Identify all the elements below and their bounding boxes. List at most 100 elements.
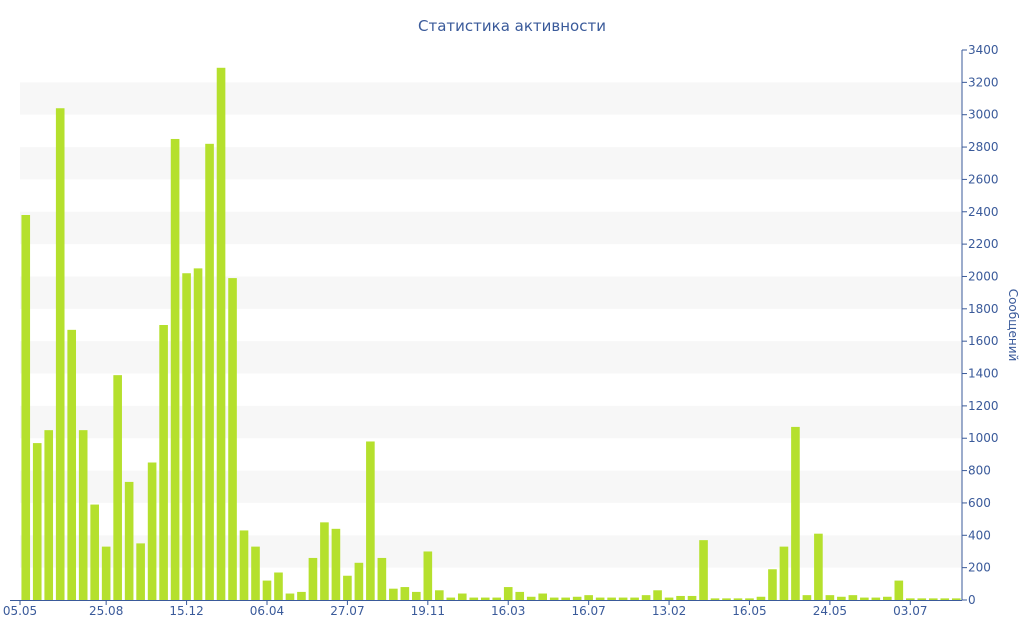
bar [101,546,111,600]
y-tick-label: 1600 [968,334,999,348]
x-tick-label: 06.04 [250,604,284,618]
bar [216,67,226,601]
bar [641,595,651,600]
bar [446,597,456,600]
bar [837,596,846,600]
x-tick-label: 24.05 [813,604,847,618]
bar [205,143,214,600]
y-tick-label: 3200 [968,75,999,89]
bar [308,557,318,600]
bar [871,597,881,600]
bar [664,597,674,600]
y-tick-label: 1800 [968,302,999,316]
x-tick-label: 15.12 [169,604,203,618]
x-tick-label: 05.05 [3,604,37,618]
y-axis: 0 200 400 600 800 1000 1200 1400 1600 1800 2000 220… [961,43,999,607]
bar [193,268,203,600]
bar [928,598,938,600]
bar [940,598,950,600]
bar [389,588,398,600]
bar [538,593,548,600]
bar [572,596,582,600]
bar [170,138,180,600]
bar [883,596,892,600]
bar [618,597,628,600]
bar [756,596,766,600]
bar-series [21,67,961,601]
bar [630,597,639,600]
bar [745,598,754,600]
y-tick-label: 1200 [968,399,999,413]
grid-band [20,276,962,309]
bar [343,575,352,600]
y-axis-label: Сообщений [1006,289,1020,362]
y-tick-label: 1000 [968,431,999,445]
bar [526,596,536,600]
bar [951,598,961,600]
bar [78,430,88,600]
bar [457,593,467,600]
bar [503,587,513,600]
y-tick-label: 2600 [968,172,999,186]
bar [113,375,122,600]
bar [32,443,42,600]
bar [802,595,812,600]
bar [136,543,145,600]
bar [480,597,490,600]
bar [274,572,283,600]
bar [423,551,433,600]
bar [710,598,720,600]
bar [860,597,869,600]
bar [607,597,616,600]
bar [515,591,525,600]
chart-title: Статистика активности [418,17,606,35]
bar [848,595,858,600]
bar [159,325,168,600]
bar [791,426,800,600]
bar [147,462,157,600]
grid-band [20,211,962,245]
bar [377,557,387,600]
bar [779,546,789,600]
bar [55,108,65,601]
x-tick-label: 16.05 [732,604,766,618]
bar [814,533,823,600]
bar [21,215,31,600]
bar [366,441,375,600]
bar [894,580,904,600]
y-tick-label: 2200 [968,237,999,251]
bar [561,597,570,600]
bar [584,595,593,600]
y-tick-label: 200 [968,561,991,575]
x-tick-label: 27.07 [330,604,364,618]
bar [331,528,341,600]
x-tick-label: 19.11 [411,604,445,618]
bar [469,597,479,600]
bar [687,595,697,600]
bar [239,530,249,600]
x-tick-label: 03.07 [893,604,927,618]
bar [653,590,662,600]
bar [722,598,731,600]
x-tick-label: 16.07 [571,604,605,618]
y-tick-label: 2400 [968,205,999,219]
bar [354,562,364,600]
bar [124,481,134,600]
bar [825,595,835,600]
bar [320,522,329,600]
bar [400,587,410,600]
y-tick-label: 3000 [968,108,999,122]
bar [285,593,295,600]
bar [67,329,77,600]
y-tick-label: 800 [968,464,991,478]
bar [228,278,237,600]
y-tick-label: 600 [968,496,991,510]
bar [768,569,777,600]
bar [676,595,685,600]
bar [595,597,605,600]
y-tick-label: 2000 [968,269,999,283]
bar [44,430,54,600]
x-axis: 05.05 25.08 15.12 06.04 27.07 19.11 16.03 16.07… [3,600,962,618]
bar [906,598,915,600]
